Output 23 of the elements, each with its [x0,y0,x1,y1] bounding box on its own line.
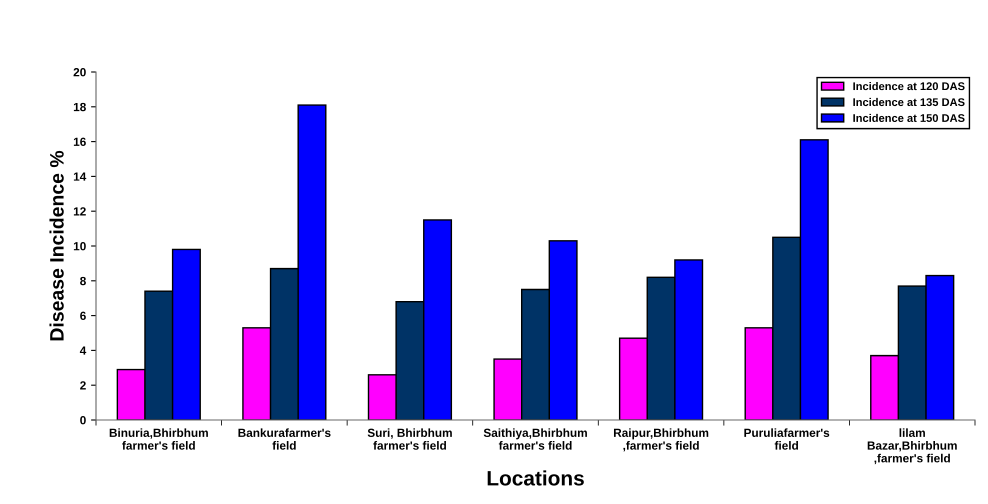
x-tick-label: Puruliafarmer's field [744,428,830,450]
y-tick-label: 0 [80,416,86,424]
legend-label: Incidence at 135 DAS [853,98,965,106]
y-tick-label: 12 [74,207,86,216]
y-tick-label: 2 [80,381,86,390]
y-tick-label: 18 [74,102,86,112]
x-axis-title: Locations [488,470,584,486]
legend-label: Incidence at 120 DAS [853,82,965,90]
x-tick-label: Bankurafarmer's field [238,428,331,450]
y-tick-label: 4 [80,346,86,355]
y-tick-label: 8 [80,276,86,286]
y-tick-label: 14 [74,172,86,181]
legend-label: Incidence at 150 DAS [853,114,965,122]
x-tick-label: Suri, Bhirbhum farmer's field [368,428,452,450]
y-tick-label: 6 [80,312,86,320]
x-tick-label: Binuria,Bhirbhum farmer's field [110,428,208,450]
y-axis-title: Disease Incidence % [49,150,64,340]
y-tick-label: 10 [74,242,86,250]
x-tick-label: Saithiya,Bhirbhum farmer's field [484,428,587,450]
y-tick-label: 20 [74,68,86,76]
x-tick-label: Raipur,Bhirbhum ,farmer's field [614,428,708,452]
y-tick-label: 16 [74,138,86,146]
x-tick-label: lilam Bazar,Bhirbhum ,farmer's field [868,428,957,464]
